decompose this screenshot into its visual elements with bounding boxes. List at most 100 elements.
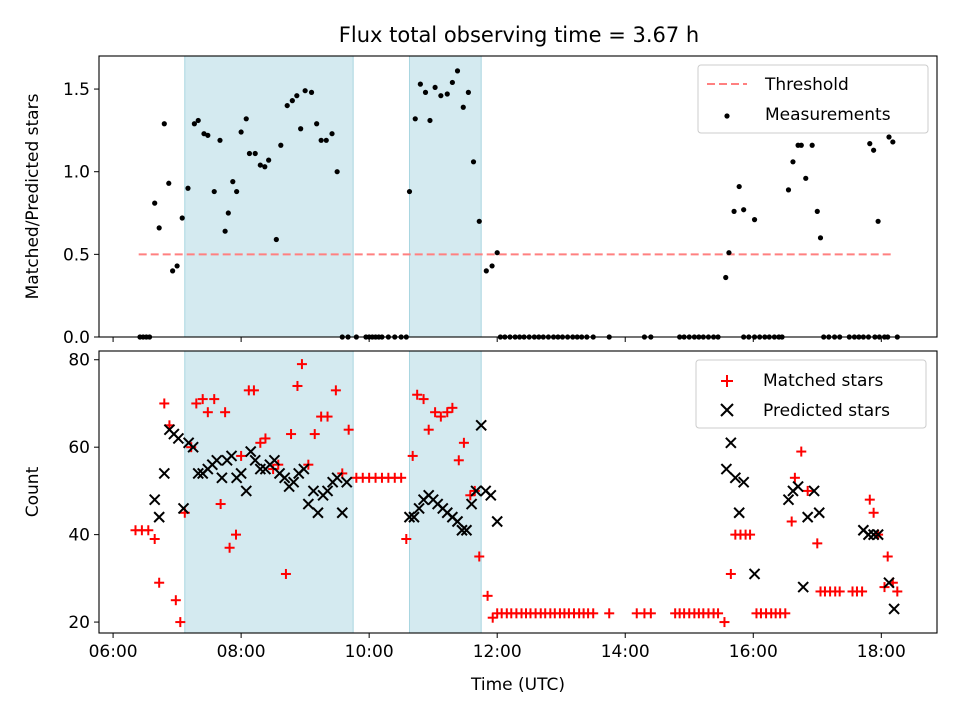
measurement-point <box>257 162 263 168</box>
predicted-star-point <box>733 507 745 519</box>
matched-star-point <box>786 516 797 527</box>
matched-star-point <box>418 394 429 405</box>
predicted-star-point <box>148 493 161 506</box>
count-y-tick-label: 20 <box>68 613 90 633</box>
matched-star-point <box>857 586 868 597</box>
count-marks <box>130 359 903 628</box>
measurement-point <box>191 121 197 127</box>
measurement-point <box>278 142 284 148</box>
count-legend: Matched stars Predicted stars <box>695 359 927 429</box>
measurement-point <box>449 79 455 86</box>
matched-star-point <box>719 617 730 628</box>
matched-star-point <box>645 608 656 619</box>
measurement-point <box>444 91 450 97</box>
matched-star-point <box>159 398 170 409</box>
measurement-point <box>460 104 466 110</box>
matched-star-point <box>435 411 446 422</box>
predicted-star-point <box>278 472 291 484</box>
matched-legend-swatch <box>721 375 733 387</box>
ratio-y-axis-label: Matched/Predicted stars <box>23 93 43 299</box>
matched-star-point <box>401 534 412 544</box>
measurement-point <box>432 84 438 91</box>
ratio-legend: Threshold Measurements <box>697 64 929 134</box>
predicted-star-point <box>491 515 503 528</box>
predicted-star-point <box>321 485 334 497</box>
measurement-point <box>174 263 180 269</box>
predicted-star-point <box>268 454 281 467</box>
predicted-star-point <box>801 511 814 523</box>
predicted-star-point <box>470 485 482 497</box>
matched-star-point <box>864 494 875 505</box>
matched-star-point <box>149 534 160 544</box>
predicted-star-point <box>225 450 238 462</box>
measurement-point <box>890 139 896 145</box>
measurement-point <box>476 218 482 224</box>
ratio-x-ticks <box>112 337 882 342</box>
measurement-point <box>211 188 217 195</box>
matched-star-point <box>588 608 599 619</box>
count-y-tick-label: 60 <box>68 438 90 458</box>
measurement-point <box>238 129 244 135</box>
predicted-star-point <box>331 472 343 484</box>
matched-star-point <box>713 608 724 619</box>
measurement-point <box>798 142 804 148</box>
matched-star-point <box>868 507 879 518</box>
measurement-point <box>723 274 729 281</box>
measurement-point <box>152 200 158 206</box>
matched-star-point <box>230 529 241 540</box>
measurement-point <box>334 169 340 175</box>
measurement-point <box>422 89 429 95</box>
predicted-star-point <box>312 507 324 519</box>
matched-star-point <box>175 617 186 628</box>
predicted-star-point <box>408 511 420 523</box>
matched-star-point <box>260 433 271 444</box>
matched-star-point <box>796 446 807 457</box>
predicted-legend-swatch <box>720 403 734 417</box>
matched-star-point <box>892 586 903 597</box>
measurement-point <box>225 210 231 216</box>
measurement-point <box>266 157 272 163</box>
measurement-point <box>814 208 820 214</box>
measurement-point <box>234 188 240 195</box>
ratio-y-ticks: 0.0 0.5 1.0 1.5 <box>63 80 99 348</box>
matched-star-point <box>248 385 259 396</box>
measurement-point <box>736 183 742 190</box>
predicted-star-point <box>737 476 750 488</box>
measurement-point <box>871 147 877 153</box>
matched-star-point <box>442 407 453 418</box>
matched-star-point <box>322 411 333 422</box>
matched-star-point <box>474 551 485 562</box>
count-legend-frame <box>695 359 927 429</box>
matched-star-point <box>447 402 458 413</box>
predicted-star-point <box>216 472 228 484</box>
count-y-tick-label: 80 <box>68 351 90 371</box>
predicted-star-point <box>451 515 464 528</box>
measurement-point <box>809 142 815 148</box>
count-axes-frame <box>98 350 938 634</box>
matched-star-point <box>255 437 266 448</box>
measurement-point <box>886 134 892 140</box>
matched-star-point <box>220 407 231 418</box>
predicted-star-point <box>187 441 199 453</box>
measurement-point <box>230 179 236 185</box>
matched-star-point <box>286 429 297 440</box>
matched-star-point <box>236 450 247 461</box>
predicted-star-point <box>240 485 252 497</box>
predicted-star-point <box>792 480 804 493</box>
measurement-point <box>483 268 489 274</box>
measurement-point <box>454 68 461 74</box>
matched-star-point <box>197 394 208 405</box>
matched-star-point <box>882 551 893 562</box>
matched-legend-label: Matched stars <box>763 371 883 391</box>
matched-star-point <box>309 429 320 440</box>
measurement-point <box>185 185 191 191</box>
count-x-ticks: 06:00 08:00 10:00 12:00 14:00 16:00 18:00 <box>89 633 906 662</box>
predicted-star-point <box>867 528 880 541</box>
measurement-point <box>731 208 737 214</box>
measurement-point <box>751 217 758 223</box>
count-panel: 20 40 60 80 06:00 08:00 10:00 12:00 14:00 16:00 1… <box>23 350 938 695</box>
measurement-point <box>741 207 747 213</box>
measurement-point <box>803 175 809 181</box>
predicted-star-point <box>192 467 204 480</box>
predicted-star-point <box>465 498 478 510</box>
